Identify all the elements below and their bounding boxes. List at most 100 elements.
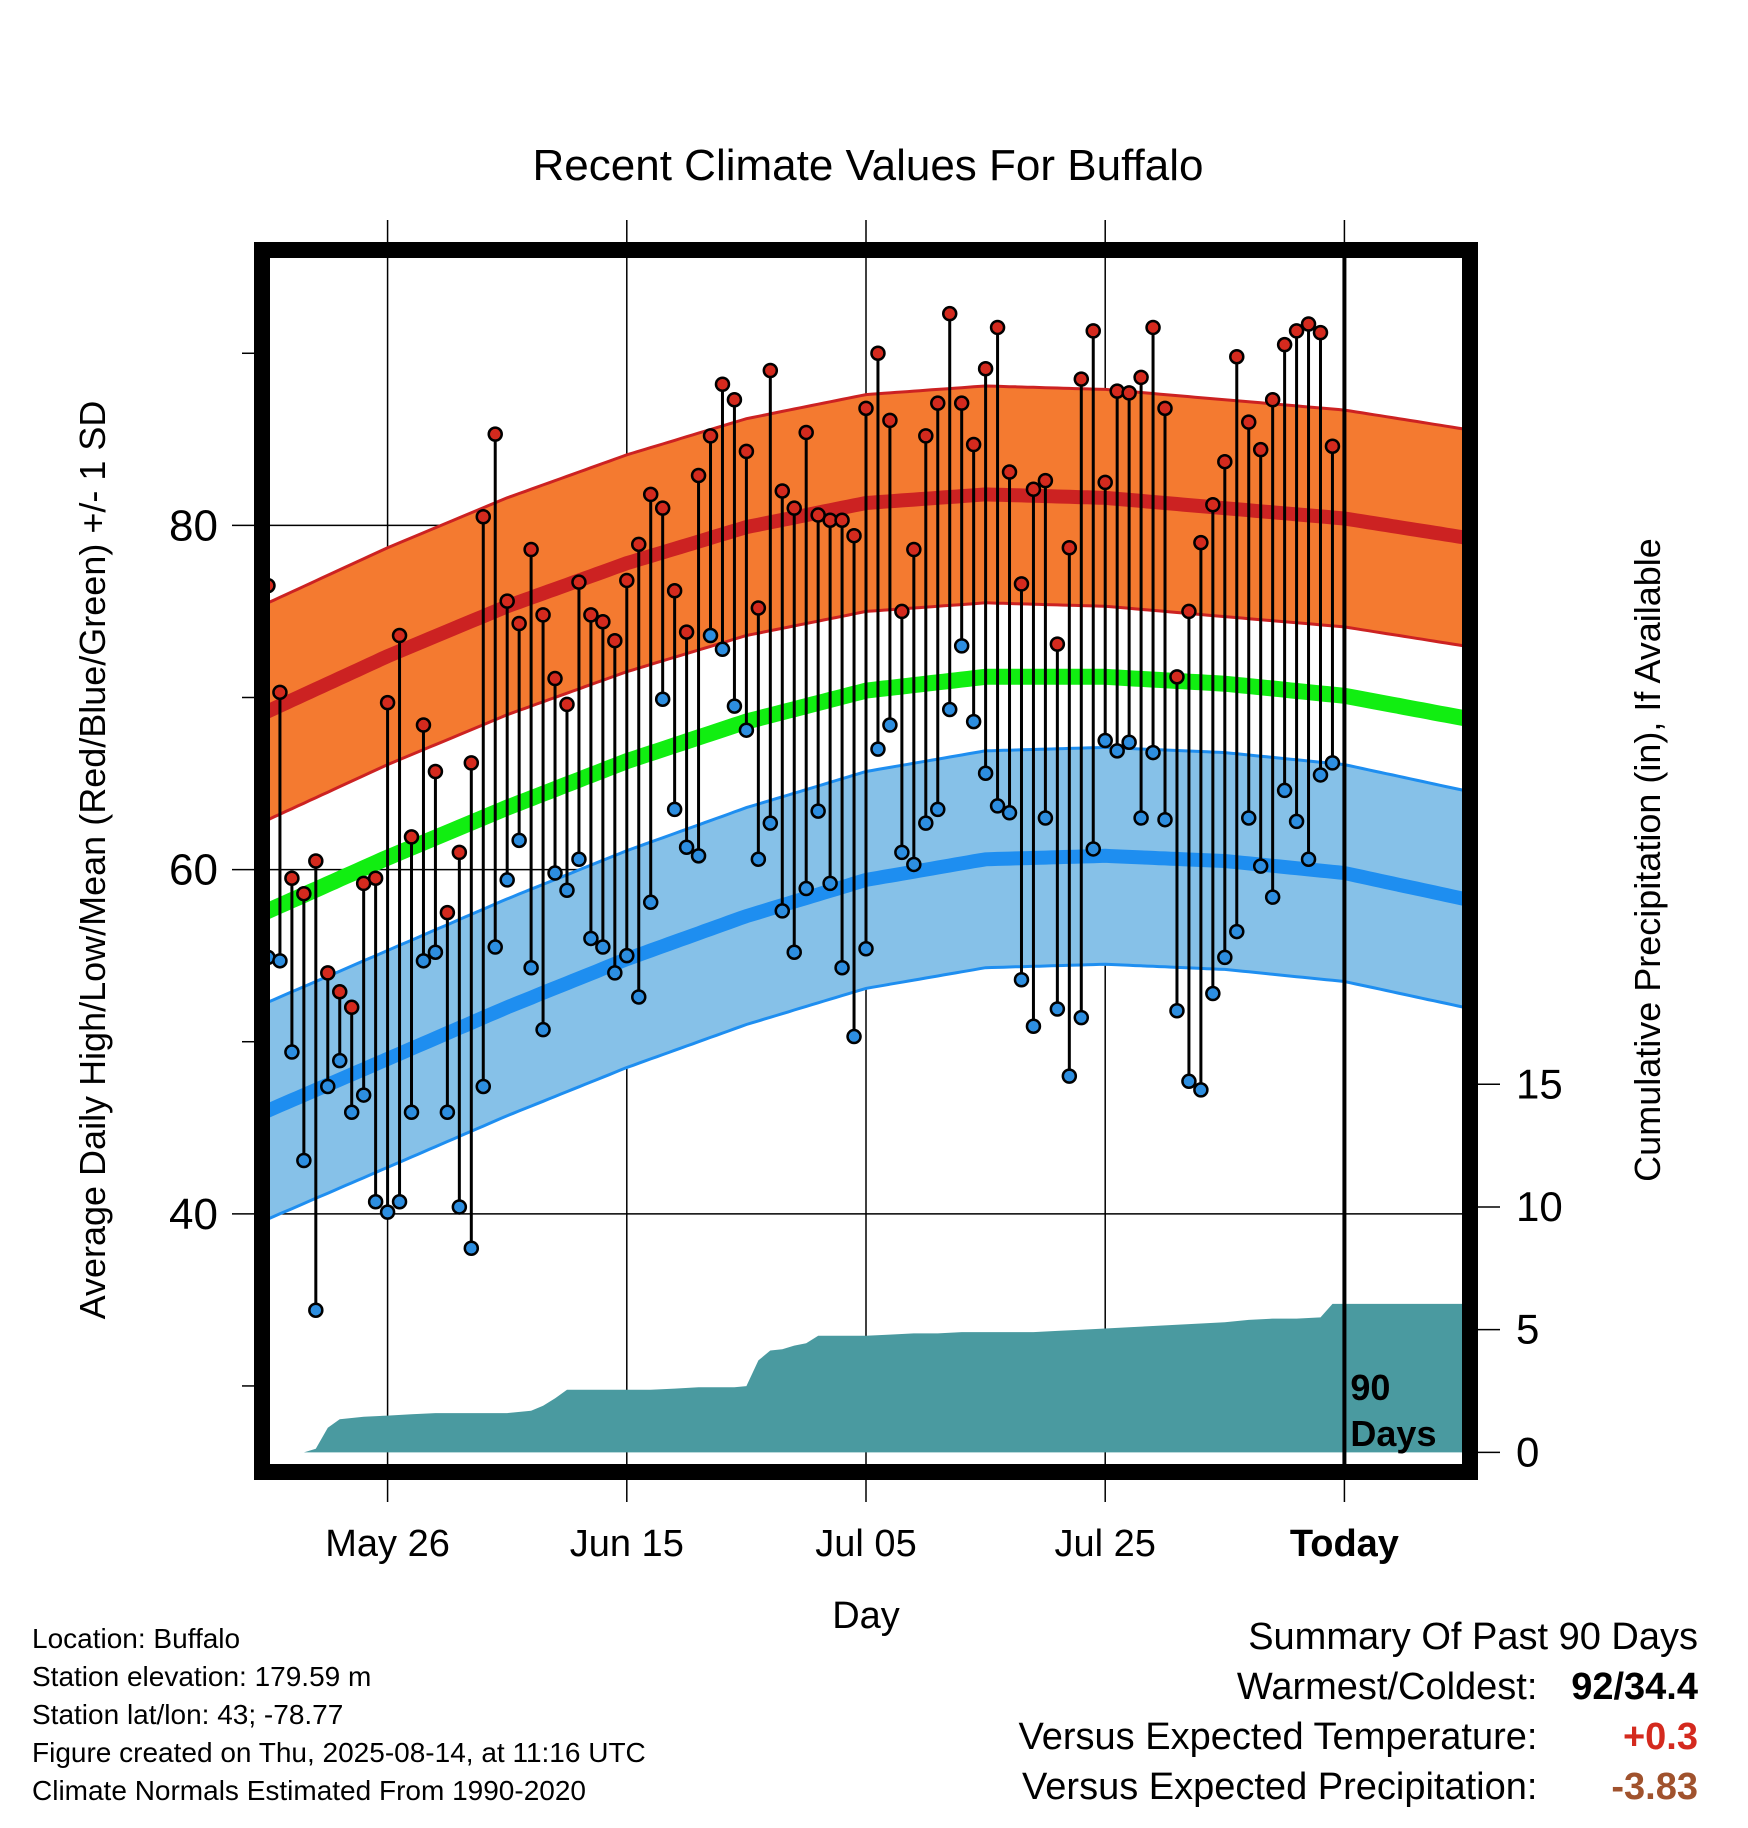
daily-low-point xyxy=(427,944,444,960)
daily-high-point xyxy=(1097,474,1113,491)
daily-high-point xyxy=(906,541,922,558)
daily-high-point xyxy=(284,870,300,886)
x-tick-label: Jul 25 xyxy=(1055,1523,1156,1565)
daily-low-point xyxy=(714,641,731,658)
y-tick-label: 40 xyxy=(169,1190,218,1239)
daily-high-point xyxy=(642,486,659,503)
daily-low-point xyxy=(1252,858,1269,874)
daily-high-point xyxy=(439,904,456,921)
daily-high-point xyxy=(1205,496,1221,513)
daily-low-point xyxy=(965,713,982,730)
daily-low-point xyxy=(1061,1068,1078,1084)
daily-high-point xyxy=(1312,324,1329,341)
daily-low-point xyxy=(858,941,874,957)
summary-heading: Summary Of Past 90 Days xyxy=(1248,1616,1698,1658)
daily-high-point xyxy=(320,965,336,981)
cumulative-precip-area xyxy=(268,1303,1464,1453)
daily-high-point xyxy=(989,319,1006,336)
daily-low-point xyxy=(296,1152,312,1169)
daily-low-point xyxy=(762,815,779,831)
daily-low-point xyxy=(1013,972,1030,988)
daily-high-point xyxy=(870,345,886,362)
info-created: Figure created on Thu, 2025-08-14, at 11… xyxy=(32,1737,646,1768)
x-tick-label: Jul 05 xyxy=(815,1523,916,1565)
daily-low-point xyxy=(1157,811,1173,828)
y2-tick-label: 5 xyxy=(1516,1306,1539,1353)
daily-low-point xyxy=(631,989,647,1005)
daily-high-point xyxy=(654,500,671,516)
daily-high-point xyxy=(798,424,814,441)
daily-low-point xyxy=(320,1078,336,1095)
daily-low-point xyxy=(284,1044,300,1060)
daily-high-point xyxy=(1300,316,1317,332)
daily-high-point xyxy=(1157,400,1173,417)
daily-high-point xyxy=(1061,540,1078,556)
info-elevation: Station elevation: 179.59 m xyxy=(32,1661,372,1692)
daily-low-point xyxy=(953,638,970,654)
daily-low-point xyxy=(619,947,635,964)
daily-high-point xyxy=(631,536,647,553)
daily-high-point xyxy=(475,509,492,525)
daily-low-point xyxy=(1288,813,1305,830)
daily-high-point xyxy=(463,755,480,771)
daily-high-point xyxy=(1037,472,1054,489)
daily-high-point xyxy=(272,684,288,701)
daily-low-point xyxy=(1097,732,1113,749)
y2-tick-label: 0 xyxy=(1516,1428,1539,1475)
plot-frame xyxy=(254,242,1478,1480)
daily-high-point xyxy=(786,500,802,516)
daily-low-point xyxy=(355,1087,372,1103)
daily-high-point xyxy=(1025,481,1042,497)
daily-high-point xyxy=(547,670,563,687)
daily-low-point xyxy=(379,1204,396,1220)
daily-low-point xyxy=(1001,805,1018,821)
daily-high-point xyxy=(559,696,575,713)
daily-high-point xyxy=(858,400,874,417)
daily-low-point xyxy=(977,765,994,781)
low-lower-edge xyxy=(262,962,1470,1221)
daily-low-point xyxy=(1229,923,1245,940)
daily-low-point xyxy=(451,1199,468,1215)
daily-low-point xyxy=(415,953,432,969)
daily-high-point xyxy=(343,999,360,1016)
info-location: Location: Buffalo xyxy=(32,1623,241,1654)
y-axis-label: Average Daily High/Low/Mean (Red/Blue/Gr… xyxy=(72,401,113,1320)
x-tick-label: Today xyxy=(1290,1523,1399,1565)
station-info: Location: Buffalo Station elevation: 179… xyxy=(32,1620,646,1810)
daily-low-point xyxy=(930,801,946,818)
daily-high-point xyxy=(1085,323,1101,339)
warm-cold-label: Warmest/Coldest: xyxy=(1236,1666,1538,1708)
daily-low-point xyxy=(906,856,922,873)
daily-high-point xyxy=(953,395,970,411)
daily-high-point xyxy=(1181,603,1197,620)
temp-value: +0.3 xyxy=(1622,1716,1698,1758)
daily-high-point xyxy=(894,603,910,620)
daily-high-point xyxy=(941,305,958,322)
summary-warm-cold: Warmest/Coldest: 92/34.4 xyxy=(1237,1666,1698,1709)
daily-high-point xyxy=(738,443,755,460)
daily-high-point xyxy=(977,361,994,377)
daily-low-point xyxy=(391,1194,408,1210)
daily-low-point xyxy=(822,875,838,892)
daily-high-point xyxy=(834,512,850,528)
daily-high-point xyxy=(965,436,982,453)
daily-high-point xyxy=(415,717,432,733)
daily-high-point xyxy=(619,572,635,589)
daily-high-point xyxy=(1229,348,1245,365)
daily-high-point xyxy=(750,600,767,616)
daily-low-point xyxy=(738,722,755,738)
daily-high-point xyxy=(1073,371,1090,387)
daily-low-point xyxy=(1133,810,1149,826)
precip-label: Versus Expected Precipitation: xyxy=(1022,1766,1538,1808)
daily-high-point xyxy=(379,694,396,711)
daily-high-point xyxy=(535,607,551,623)
daily-low-point xyxy=(499,872,515,888)
y2-tick-label: 10 xyxy=(1516,1183,1563,1230)
daily-high-point xyxy=(296,885,312,902)
daily-high-point xyxy=(1001,464,1018,480)
daily-low-point xyxy=(1312,767,1329,783)
daily-low-point xyxy=(989,798,1006,814)
daily-low-point xyxy=(1025,1018,1042,1034)
daily-low-point xyxy=(308,1302,324,1318)
